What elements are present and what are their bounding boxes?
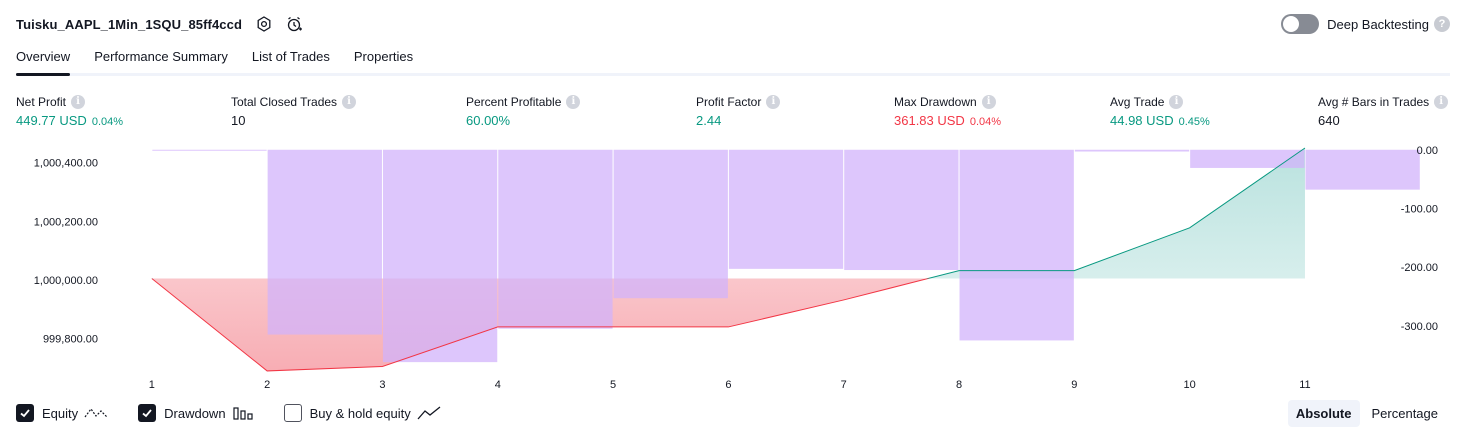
deep-backtesting-toggle[interactable] xyxy=(1281,14,1320,34)
buy-hold-checkbox[interactable] xyxy=(283,404,302,422)
left-axis-tick: 1,000,000.00 xyxy=(34,275,98,287)
drawdown-bar xyxy=(1305,149,1420,190)
right-axis-tick: -300.00 xyxy=(1401,321,1438,333)
chart-legend: Equity Drawdown Buy & hold equity xyxy=(16,402,471,424)
metric-percent-profitable: Percent Profitable i 60.00% xyxy=(466,94,581,129)
right-axis-tick: -100.00 xyxy=(1401,203,1438,215)
view-mode-switch: Absolute Percentage xyxy=(1284,400,1446,427)
info-icon[interactable]: i xyxy=(981,94,996,109)
tab-performance-summary[interactable]: Performance Summary xyxy=(94,49,228,64)
deep-backtesting: Deep Backtesting ? xyxy=(1281,12,1450,36)
drawdown-bar xyxy=(844,149,959,271)
drawdown-bar xyxy=(498,149,613,329)
info-icon[interactable]: i xyxy=(342,94,357,109)
x-axis-tick: 7 xyxy=(841,379,847,391)
tab-list-of-trades[interactable]: List of Trades xyxy=(251,49,330,64)
x-axis-tick: 8 xyxy=(956,379,962,391)
metric-total-closed-trades: Total Closed Trades i 10 xyxy=(231,94,357,129)
info-icon[interactable]: i xyxy=(1169,94,1184,109)
drawdown-bar xyxy=(267,149,382,335)
strategy-title: Tuisku_AAPL_1Min_1SQU_85ff4ccd xyxy=(16,16,242,32)
metric-max-drawdown: Max Drawdown i 361.83 USD 0.04% xyxy=(894,94,1001,129)
absolute-button[interactable]: Absolute xyxy=(1287,400,1360,427)
settings-icon[interactable] xyxy=(252,12,276,36)
metric-label: Max Drawdown xyxy=(894,94,977,109)
metric-percent: 0.04% xyxy=(969,116,1002,128)
legend-label: Drawdown xyxy=(164,405,226,421)
strategy-header: Tuisku_AAPL_1Min_1SQU_85ff4ccd xyxy=(16,12,306,36)
info-icon[interactable]: i xyxy=(71,94,86,109)
drawdown-bar xyxy=(613,149,728,299)
x-axis-tick: 11 xyxy=(1299,379,1310,391)
metric-value: 2.44 xyxy=(696,113,722,128)
drawdown-bar xyxy=(728,149,844,269)
tab-properties[interactable]: Properties xyxy=(353,49,414,64)
metric-net-profit: Net Profit i 449.77 USD 0.04% xyxy=(16,94,123,129)
metric-value: 10 xyxy=(231,113,246,128)
equity-area-up xyxy=(151,148,1305,279)
drawdown-bar xyxy=(1190,149,1305,168)
metric-percent: 0.45% xyxy=(1178,116,1210,128)
metric-label: Total Closed Trades xyxy=(231,94,338,109)
drawdown-checkbox[interactable] xyxy=(138,404,157,422)
right-axis-tick: -200.00 xyxy=(1401,262,1438,274)
metric-label: Net Profit xyxy=(16,94,67,109)
legend-label: Buy & hold equity xyxy=(309,405,411,421)
metric-value: 361.83 USD xyxy=(894,113,965,128)
x-axis-tick: 1 xyxy=(149,379,155,391)
legend-equity[interactable]: Equity xyxy=(16,404,108,422)
left-axis-tick: 1,000,200.00 xyxy=(34,216,98,228)
deep-backtesting-label: Deep Backtesting xyxy=(1327,16,1429,32)
x-axis-tick: 10 xyxy=(1184,379,1196,391)
info-icon[interactable]: i xyxy=(566,94,581,109)
metric-value: 60.00% xyxy=(466,113,511,128)
left-axis-tick: 999,800.00 xyxy=(43,334,98,346)
metric-avg-trade: Avg Trade i 44.98 USD 0.45% xyxy=(1110,94,1210,129)
drawdown-bar xyxy=(1074,149,1190,152)
equity-checkbox[interactable] xyxy=(16,404,34,422)
metric-label: Avg # Bars in Trades xyxy=(1318,94,1430,109)
buy-hold-line-icon xyxy=(417,405,441,421)
metric-label: Avg Trade xyxy=(1110,94,1165,109)
x-axis-tick: 6 xyxy=(725,379,731,391)
x-axis-tick: 5 xyxy=(610,379,616,391)
drawdown-bar xyxy=(152,149,267,151)
x-axis-tick: 4 xyxy=(495,379,501,391)
metric-value: 640 xyxy=(1318,113,1340,128)
x-axis-tick: 2 xyxy=(264,379,270,391)
metric-avg-bars: Avg # Bars in Trades i 640 xyxy=(1318,94,1449,129)
legend-drawdown[interactable]: Drawdown xyxy=(138,404,253,422)
legend-label: Equity xyxy=(42,405,79,421)
equity-line-down xyxy=(151,278,930,372)
x-axis-tick: 3 xyxy=(379,379,385,391)
metric-label: Percent Profitable xyxy=(466,94,562,109)
metric-label: Profit Factor xyxy=(696,94,762,109)
report-tabs: Overview Performance Summary List of Tra… xyxy=(16,46,1450,76)
equity-line-icon xyxy=(84,405,108,421)
info-icon[interactable]: i xyxy=(766,94,781,109)
info-icon[interactable]: i xyxy=(1434,94,1449,109)
drawdown-bar xyxy=(382,149,498,363)
metric-profit-factor: Profit Factor i 2.44 xyxy=(696,94,781,129)
metric-percent: 0.04% xyxy=(91,116,124,128)
equity-drawdown-chart: 1,000,400.00 1,000,200.00 1,000,000.00 999,… xyxy=(34,145,1438,391)
metric-value: 449.77 USD xyxy=(16,113,87,128)
left-axis-tick: 1,000,400.00 xyxy=(34,158,98,170)
drawdown-bar xyxy=(959,149,1074,341)
add-alert-icon[interactable] xyxy=(282,12,306,36)
x-axis-tick: 9 xyxy=(1071,379,1077,391)
percentage-button[interactable]: Percentage xyxy=(1371,406,1439,421)
help-icon[interactable]: ? xyxy=(1434,16,1450,32)
drawdown-bars-icon xyxy=(232,405,254,421)
legend-buy-hold[interactable]: Buy & hold equity xyxy=(283,404,441,422)
metric-value: 44.98 USD xyxy=(1110,113,1174,128)
tab-overview[interactable]: Overview xyxy=(16,46,71,76)
equity-line-up xyxy=(151,147,1306,279)
right-axis-tick: 0.00 xyxy=(1417,145,1438,157)
